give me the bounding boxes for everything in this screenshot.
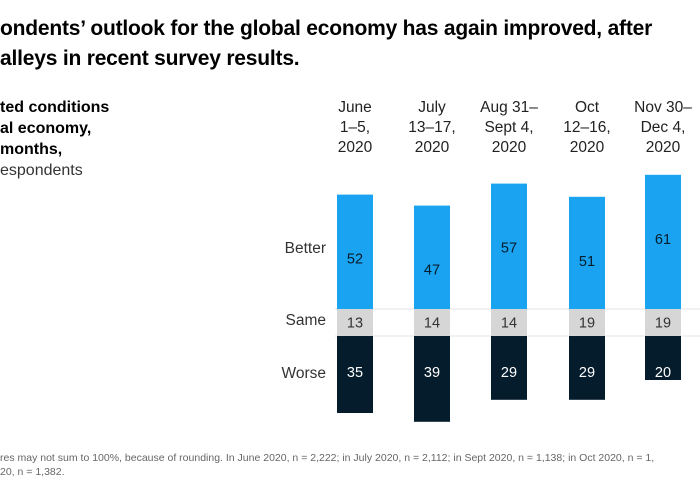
row-label-worse: Worse [281,365,326,382]
value-label-worse-june: 35 [347,365,363,381]
value-label-better-sept: 57 [501,241,517,257]
column-header-line: 2020 [569,139,605,156]
column-header-line: 2020 [337,139,373,156]
measure-label-line-3: months, [0,141,63,158]
bar-same-dec [645,309,681,336]
value-label-worse-oct: 29 [579,365,595,381]
bar-same-sept [491,309,527,336]
value-label-worse-dec: 20 [655,365,671,381]
column-header-sept: Aug 31– Sept 4, 2020 [464,98,554,158]
footnote: res may not sum to 100%, because of roun… [0,451,700,479]
value-label-same-june: 13 [347,316,363,332]
column-header-line: July [418,99,446,116]
bar-same-oct [569,309,605,336]
column-header-line: Oct [574,99,600,116]
footnote-line-1: res may not sum to 100%, because of roun… [0,452,655,464]
bar-better-june [337,194,373,309]
bar-better-oct [569,196,605,309]
footnote-line-2: 20, n = 1,382. [0,466,65,478]
row-label-same: Same [285,312,327,329]
column-header-dec: Nov 30– Dec 4, 2020 [618,98,700,158]
column-header-july: July 13–17, 2020 [387,98,477,158]
column-header-june: June 1–5, 2020 [310,98,400,158]
column-header-oct: Oct 12–16, 2020 [542,98,632,158]
value-label-better-june: 52 [347,252,363,268]
measure-label-line-1: ted conditions [0,99,110,116]
measure-label-line-2: al economy, [0,120,92,137]
bar-same-july [414,309,450,336]
chart-title: ondents’ outlook for the global economy … [0,14,700,74]
column-header-line: 2020 [645,139,681,156]
value-label-worse-july: 39 [424,365,440,381]
column-header-line: 13–17, [408,119,456,136]
row-label-better: Better [284,240,326,257]
column-header-line: 2020 [491,139,527,156]
measure-unit-label: espondents [0,162,83,179]
value-label-better-july: 47 [424,263,440,279]
bar-better-sept [491,183,527,309]
bar-worse-june [337,336,373,413]
value-label-better-dec: 61 [655,232,671,248]
column-header-line: Sept 4, [484,119,534,136]
bar-better-dec [645,174,681,309]
value-label-same-oct: 19 [579,316,595,332]
measure-label: ted conditions al economy, months, espon… [0,97,160,181]
bar-worse-oct [569,336,605,400]
bar-worse-july [414,336,450,422]
bar-worse-dec [645,336,681,380]
chart-title-line-1: ondents’ outlook for the global economy … [0,17,653,40]
value-label-same-sept: 14 [501,316,517,332]
value-label-better-oct: 51 [579,254,595,270]
bar-same-june [337,309,373,336]
bar-better-july [414,205,450,309]
column-header-line: Aug 31– [480,99,538,116]
chart-title-line-2: alleys in recent survey results. [0,47,300,70]
bar-worse-sept [491,336,527,400]
value-label-same-july: 14 [424,316,440,332]
value-label-worse-sept: 29 [501,365,517,381]
column-header-line: Nov 30– [634,99,692,116]
value-label-same-dec: 19 [655,316,671,332]
column-header-line: 1–5, [339,119,371,136]
column-header-line: June [338,99,372,116]
column-header-line: Dec 4, [640,119,686,136]
column-header-line: 12–16, [563,119,611,136]
column-header-line: 2020 [414,139,450,156]
